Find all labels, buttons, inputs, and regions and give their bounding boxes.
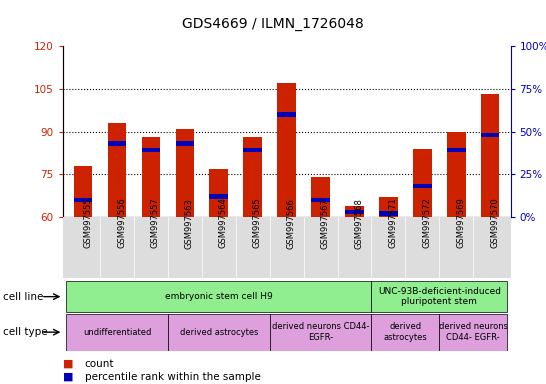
Bar	[270, 314, 371, 351]
Bar	[481, 133, 500, 137]
Text: derived neurons CD44-
EGFR-: derived neurons CD44- EGFR-	[272, 323, 369, 342]
Bar	[379, 197, 397, 217]
Bar	[440, 314, 507, 351]
Text: percentile rank within the sample: percentile rank within the sample	[85, 372, 260, 382]
Text: UNC-93B-deficient-induced
pluripotent stem: UNC-93B-deficient-induced pluripotent st…	[378, 287, 501, 306]
Bar	[168, 314, 270, 351]
Text: GSM997570: GSM997570	[490, 198, 499, 248]
Text: cell line: cell line	[3, 291, 43, 302]
Bar	[379, 212, 397, 216]
Bar	[244, 137, 262, 217]
Bar	[413, 184, 432, 188]
Bar	[210, 169, 228, 217]
Bar	[371, 314, 440, 351]
Text: derived neurons
CD44- EGFR-: derived neurons CD44- EGFR-	[438, 323, 508, 342]
Bar	[66, 314, 168, 351]
Text: GSM997571: GSM997571	[388, 198, 397, 248]
Bar	[176, 141, 194, 146]
Bar	[447, 148, 466, 152]
Bar	[66, 281, 371, 312]
Text: ■: ■	[63, 372, 73, 382]
Text: undifferentiated: undifferentiated	[83, 328, 151, 337]
Bar	[141, 137, 161, 217]
Bar	[74, 198, 92, 202]
Bar	[311, 198, 330, 202]
Bar	[371, 281, 507, 312]
Text: derived astrocytes: derived astrocytes	[180, 328, 258, 337]
Bar	[447, 131, 466, 217]
Text: GSM997566: GSM997566	[287, 198, 295, 248]
Text: count: count	[85, 359, 114, 369]
Bar	[74, 166, 92, 217]
Bar	[108, 123, 126, 217]
Bar	[141, 148, 161, 152]
Text: GSM997569: GSM997569	[456, 198, 465, 248]
Text: ■: ■	[63, 359, 73, 369]
Text: GSM997572: GSM997572	[422, 198, 431, 248]
Text: GSM997557: GSM997557	[151, 198, 160, 248]
Text: embryonic stem cell H9: embryonic stem cell H9	[165, 292, 272, 301]
Text: GSM997555: GSM997555	[83, 198, 92, 248]
Bar	[210, 194, 228, 199]
Bar	[244, 148, 262, 152]
Text: GSM997567: GSM997567	[321, 198, 330, 248]
Text: cell type: cell type	[3, 327, 48, 337]
Bar	[108, 141, 126, 146]
Text: GSM997565: GSM997565	[253, 198, 262, 248]
Bar	[413, 149, 432, 217]
Bar	[311, 177, 330, 217]
Text: GDS4669 / ILMN_1726048: GDS4669 / ILMN_1726048	[182, 17, 364, 31]
Text: GSM997556: GSM997556	[117, 198, 126, 248]
Text: GSM997568: GSM997568	[354, 198, 364, 248]
Bar	[277, 83, 296, 217]
Bar	[277, 112, 296, 117]
Text: GSM997564: GSM997564	[219, 198, 228, 248]
Bar	[345, 210, 364, 214]
Text: derived
astrocytes: derived astrocytes	[383, 323, 427, 342]
Bar	[345, 205, 364, 217]
Bar	[481, 94, 500, 217]
Text: GSM997563: GSM997563	[185, 198, 194, 248]
Bar	[176, 129, 194, 217]
